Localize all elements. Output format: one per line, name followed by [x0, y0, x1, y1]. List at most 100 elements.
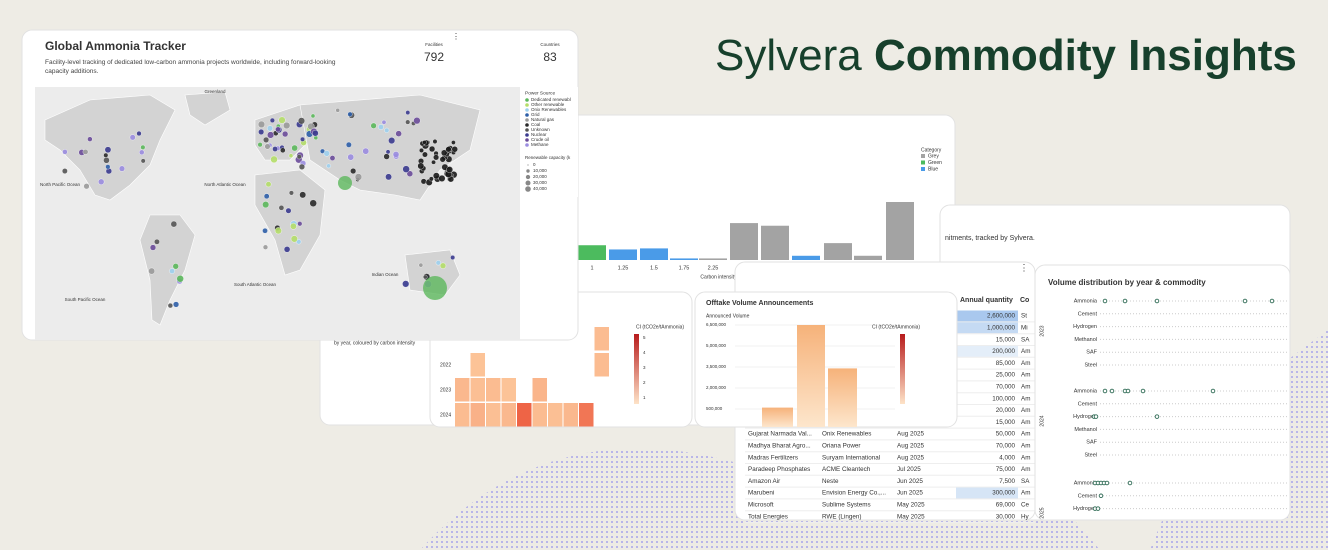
legend-label: Natural gas [531, 117, 555, 122]
facility-dot [298, 163, 305, 170]
table-cell: Suryam International [822, 454, 880, 461]
table-cell: May 2025 [897, 501, 925, 508]
table-cell: Ce [1021, 501, 1030, 508]
heat-cell [594, 353, 609, 377]
facility-dot [370, 122, 377, 129]
year-label: 2023 [1039, 325, 1045, 336]
facility-dot [103, 152, 109, 158]
legend-label: Onix Renewables [531, 107, 567, 112]
heat-cell [501, 378, 516, 402]
facility-dot [388, 137, 396, 145]
facility-dot [309, 199, 317, 207]
facility-dot [423, 276, 447, 300]
bar [762, 407, 793, 427]
headline: Sylvera Commodity Insights [715, 31, 1297, 80]
table-cell: Microsoft [748, 501, 774, 508]
map-label: South Pacific Ocean [65, 297, 106, 302]
facility-dot [329, 155, 336, 161]
facility-dot [272, 146, 278, 152]
facility-dot [405, 119, 411, 125]
dot [1210, 388, 1216, 394]
legend-tick: 3 [643, 365, 646, 370]
facility-dot [446, 166, 454, 174]
facility-dot [176, 275, 184, 283]
table-cell: 15,000 [996, 336, 1016, 343]
table-cell: 4,000 [999, 454, 1015, 461]
facility-dot [262, 201, 270, 209]
facility-dot [167, 302, 174, 309]
facility-dot [264, 143, 271, 150]
facility-dot [413, 117, 421, 125]
legend-tick: 2 [643, 380, 646, 385]
facility-dot [139, 149, 145, 156]
row-label: SAF [1086, 440, 1097, 446]
y-tick-label: 6,500,000 [706, 322, 727, 327]
dot [1102, 298, 1108, 304]
table-cell: Am [1021, 490, 1030, 497]
facility-dot [418, 147, 424, 153]
facility-dot [154, 238, 160, 245]
table-cell: St [1021, 313, 1027, 320]
dot [1122, 298, 1128, 304]
y-axis-label: Announced Volume [706, 313, 750, 319]
table-cell: Am [1021, 395, 1030, 402]
legend-tick: 4 [643, 350, 646, 355]
legend-title: CI (tCO2e/tAmmonia) [636, 324, 684, 330]
heat-cell [470, 353, 485, 377]
facility-dot [418, 262, 424, 268]
dot [1154, 414, 1160, 419]
chart-title: Volume distribution by year & commodity [1048, 278, 1206, 287]
dot [1154, 298, 1160, 304]
facility-dot [267, 131, 275, 139]
facility-dot [170, 220, 178, 228]
table-cell: 20,000 [996, 407, 1016, 414]
legend-label: 0 [533, 162, 536, 167]
kpi-label: Facilities [425, 42, 443, 47]
table-cell: 2,600,000 [987, 313, 1016, 320]
table-cell: SA [1021, 336, 1030, 343]
table-cell: Am [1021, 372, 1030, 379]
row-label: Steel [1084, 362, 1097, 368]
legend-label: Grid [531, 112, 540, 117]
legend-label: Nuclear [531, 132, 547, 137]
facility-dot [422, 151, 428, 158]
facility-dot [169, 268, 175, 274]
table-cell: Aug 2025 [897, 431, 924, 438]
map-label: North Pacific Ocean [40, 182, 81, 187]
facility-dot [105, 164, 111, 170]
facility-dot [61, 168, 68, 174]
row-highlight [956, 322, 1018, 334]
kpi-value: 83 [543, 50, 557, 64]
facility-dot [299, 191, 307, 199]
facility-dot [148, 267, 156, 275]
facility-dot [428, 176, 434, 182]
heat-cell [470, 403, 485, 427]
row-label: Hydrogen [1073, 506, 1097, 512]
legend-title: CI (tCO2e/tAmmonia) [872, 324, 920, 330]
legend-title: Renewable capacity (k [525, 155, 571, 160]
row-label: Cement [1078, 311, 1098, 317]
x-tick-label: 1.75 [679, 265, 690, 271]
bar [824, 243, 852, 260]
facility-dot [149, 244, 157, 251]
row-label: Ammonia [1074, 298, 1098, 304]
row-label: Hydrogen [1073, 324, 1097, 330]
kebab-icon: ⋮ [1020, 262, 1029, 272]
facility-dot [385, 173, 392, 181]
row-label: 2024 [440, 412, 451, 418]
heat-cell [563, 403, 578, 427]
bar [792, 255, 820, 260]
row-label: Ammonia [1074, 388, 1098, 394]
row-label: Cement [1078, 401, 1098, 407]
row-label: Methanol [1074, 427, 1097, 433]
facility-dot [266, 125, 274, 132]
table-cell: Am [1021, 360, 1030, 367]
table-cell: 70,000 [996, 442, 1016, 449]
table-cell: Am [1021, 442, 1030, 449]
kpi-label: Countries [540, 42, 560, 47]
facility-dot [291, 144, 298, 152]
facility-dot [278, 116, 286, 124]
facility-dot [451, 140, 456, 145]
bar [699, 258, 727, 260]
